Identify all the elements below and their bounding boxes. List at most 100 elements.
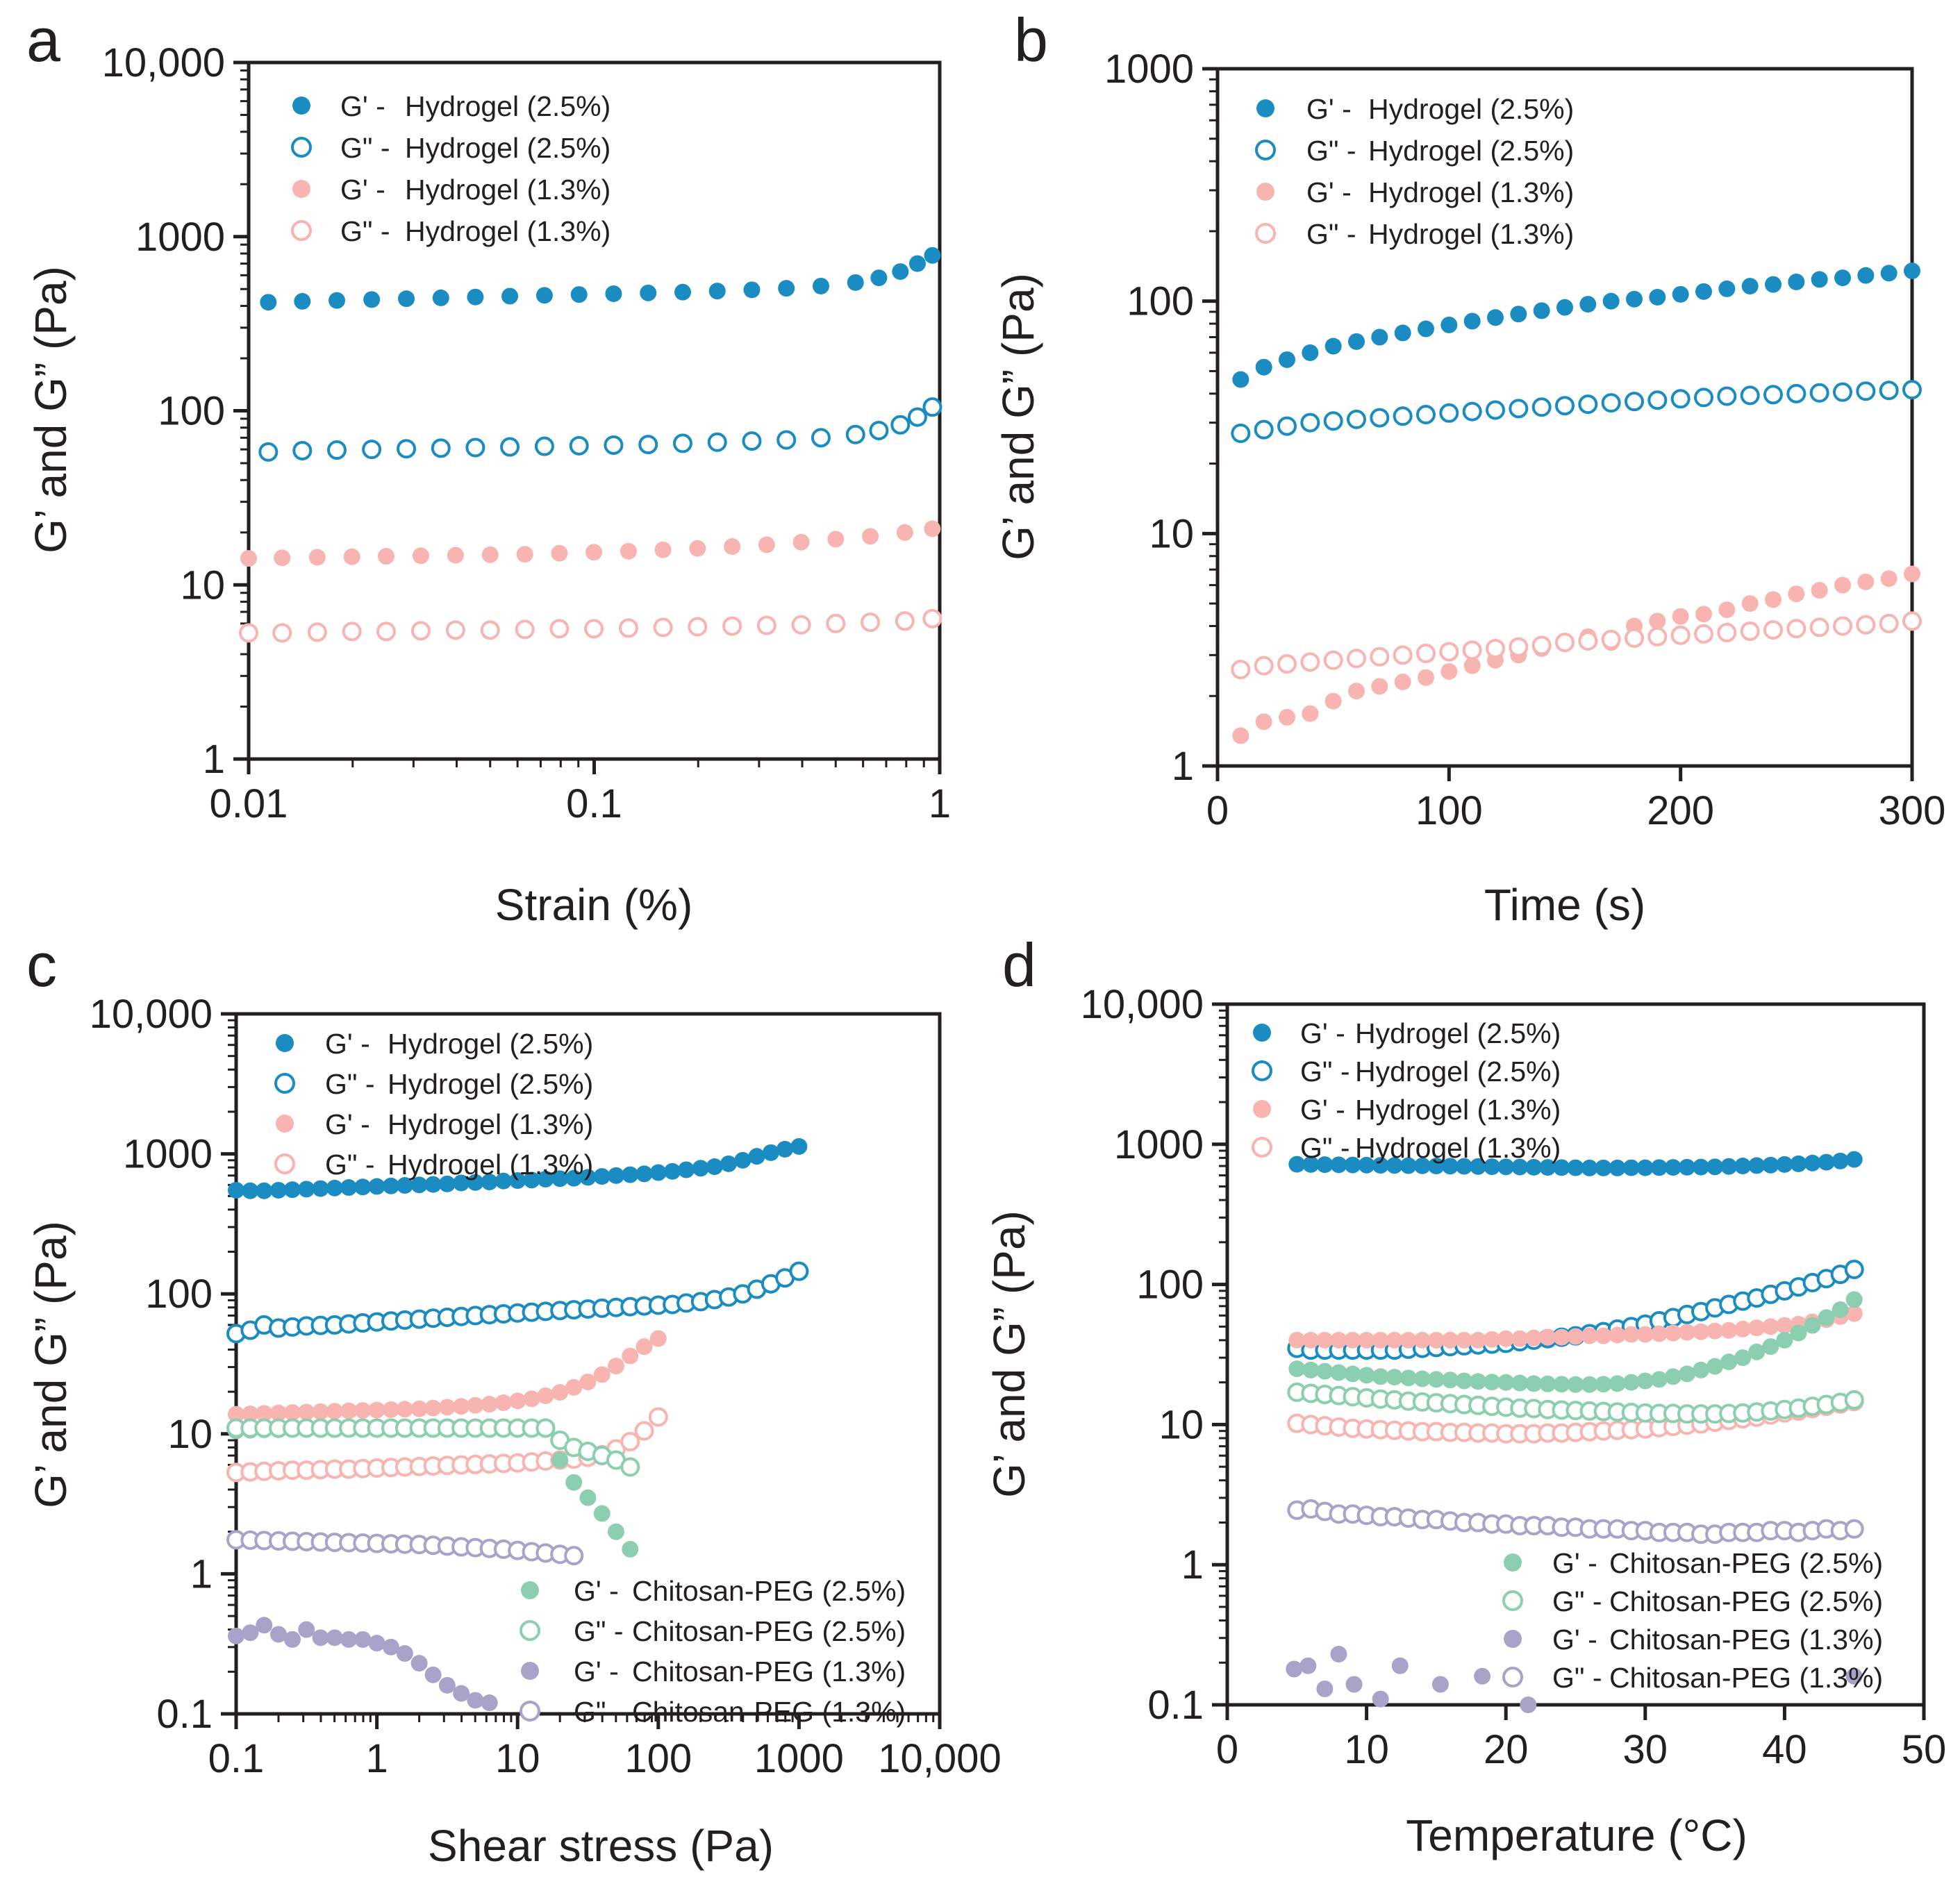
data-point xyxy=(1525,1375,1543,1392)
data-point xyxy=(256,1405,273,1422)
data-point xyxy=(1595,1159,1612,1176)
data-point xyxy=(1231,423,1251,443)
data-point xyxy=(1765,276,1782,293)
series-7 xyxy=(1286,1646,1863,1713)
panel-a: 1 10 100 1000 10,000 0.01 0.1 1 Strain (%) G’ and… xyxy=(26,40,951,930)
data-point xyxy=(1533,302,1550,319)
y-tick-label: 0.1 xyxy=(1147,1683,1204,1728)
data-point xyxy=(292,440,313,460)
data-point xyxy=(363,291,381,308)
data-point xyxy=(570,286,588,303)
data-point xyxy=(523,1390,540,1408)
y-tick-label: 1000 xyxy=(1114,1122,1204,1167)
data-point xyxy=(298,1403,315,1421)
data-point xyxy=(269,1181,287,1199)
data-point xyxy=(869,420,889,440)
data-point xyxy=(1647,390,1668,410)
data-point xyxy=(1431,1676,1449,1693)
data-point xyxy=(1462,640,1482,660)
y-tick-label: 10,000 xyxy=(102,40,225,85)
y-axis-label: G’ and G” (Pa) xyxy=(26,1221,76,1508)
y-tick-label: 1000 xyxy=(135,215,225,260)
data-point xyxy=(648,1407,668,1427)
data-point xyxy=(1300,652,1320,672)
data-point xyxy=(1818,1153,1835,1171)
series-4 xyxy=(1231,611,1922,680)
legend-label: Chitosan-PEG (2.5%) xyxy=(1609,1585,1883,1617)
data-point xyxy=(1386,1157,1403,1174)
data-point xyxy=(1718,280,1736,297)
legend-prefix: G' - xyxy=(1300,1017,1345,1049)
data-point xyxy=(924,247,941,264)
data-point xyxy=(1474,1667,1491,1685)
data-point xyxy=(1323,411,1343,431)
data-point xyxy=(653,617,673,637)
legend-prefix: G" - xyxy=(1552,1662,1602,1694)
data-point xyxy=(283,1404,301,1422)
data-point xyxy=(1845,1291,1863,1308)
series-4 xyxy=(239,608,942,643)
data-point xyxy=(1427,1371,1445,1388)
data-point xyxy=(1844,1259,1864,1279)
data-point xyxy=(1440,662,1458,680)
data-point xyxy=(240,550,257,567)
legend-label: Hydrogel (2.5%) xyxy=(1368,135,1574,167)
data-point xyxy=(1734,1320,1752,1337)
data-point xyxy=(438,1399,456,1416)
data-point xyxy=(467,1692,484,1709)
data-point xyxy=(1470,1373,1487,1390)
data-point xyxy=(1706,1158,1724,1176)
data-point xyxy=(368,1401,385,1419)
data-point xyxy=(377,548,395,565)
data-point xyxy=(1497,1330,1515,1347)
data-point xyxy=(593,1505,611,1522)
data-point xyxy=(509,1392,526,1410)
data-point xyxy=(523,1172,540,1189)
legend-marker xyxy=(292,97,310,115)
data-point xyxy=(618,618,638,638)
data-point xyxy=(1232,727,1249,744)
data-point xyxy=(622,1540,639,1558)
data-point xyxy=(1555,633,1575,653)
legend-label: Chitosan-PEG (1.3%) xyxy=(632,1696,906,1728)
data-point xyxy=(1762,1156,1779,1174)
legend-prefix: G" - xyxy=(325,1149,375,1181)
data-point xyxy=(228,1181,244,1199)
data-point xyxy=(1904,565,1920,583)
series-1 xyxy=(260,247,941,311)
data-point xyxy=(1748,1343,1766,1360)
data-point xyxy=(453,1685,470,1702)
data-point xyxy=(1678,1365,1695,1383)
data-point xyxy=(1581,1327,1598,1344)
x-axis-label: Temperature (°C) xyxy=(1406,1810,1747,1860)
legend-prefix: G" - xyxy=(574,1696,624,1728)
data-point xyxy=(340,1631,358,1648)
data-point xyxy=(1463,312,1481,330)
data-point xyxy=(1316,1156,1334,1174)
series-1 xyxy=(228,1137,808,1199)
data-point xyxy=(1595,1327,1612,1344)
data-point xyxy=(790,1137,808,1155)
data-point xyxy=(1788,585,1805,603)
data-point xyxy=(1299,1657,1317,1674)
data-point xyxy=(534,436,554,456)
data-point xyxy=(1694,387,1713,408)
data-point xyxy=(845,424,865,444)
data-point xyxy=(382,1401,399,1418)
data-point xyxy=(1232,371,1249,388)
data-point xyxy=(1844,1519,1864,1539)
data-point xyxy=(579,1373,597,1390)
data-point xyxy=(1462,401,1482,422)
data-point xyxy=(1400,1331,1417,1349)
data-point xyxy=(242,1182,259,1199)
data-point xyxy=(1622,1374,1640,1391)
data-point xyxy=(445,620,465,640)
data-point xyxy=(1372,1157,1389,1174)
data-point xyxy=(1717,622,1737,642)
data-point xyxy=(758,536,775,553)
legend-prefix: G' - xyxy=(1300,1094,1345,1126)
panel-d: 0.1 1 10 100 1000 10,000 0 10 20 30 40 50 Temperatur… xyxy=(984,982,1946,1860)
legend-label: Hydrogel (2.5%) xyxy=(388,1028,593,1060)
data-point xyxy=(1525,1329,1543,1347)
data-point xyxy=(924,520,941,537)
